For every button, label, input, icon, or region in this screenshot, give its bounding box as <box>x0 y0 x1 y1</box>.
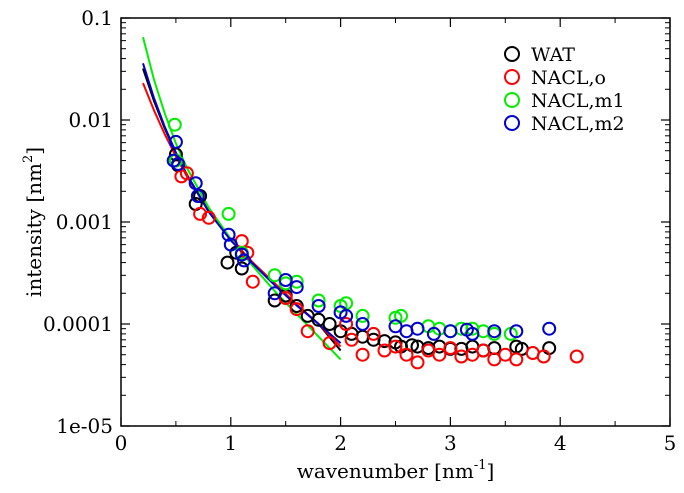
fit-line-series-3 <box>142 62 342 344</box>
x-tick-label: 1 <box>224 431 237 455</box>
point-series-1 <box>509 352 524 367</box>
x-tick-label: 3 <box>444 431 457 455</box>
y-tick-label: 0.001 <box>56 210 113 234</box>
point-series-1 <box>245 274 260 289</box>
point-series-1 <box>355 347 370 362</box>
legend-label: NACL,m1 <box>531 90 625 112</box>
legend-label: NACL,o <box>531 67 606 89</box>
point-series-1 <box>179 166 194 181</box>
point-series-0 <box>322 317 337 331</box>
y-tick-label: 0.01 <box>68 108 113 132</box>
legend-marker <box>504 46 520 62</box>
axis-ticks <box>120 17 671 427</box>
y-tick-label: 0.0001 <box>43 312 113 336</box>
point-series-1 <box>366 326 381 341</box>
point-series-1 <box>193 206 208 221</box>
x-tick-label: 2 <box>334 431 347 455</box>
point-series-1 <box>344 332 359 347</box>
point-series-1 <box>399 347 414 362</box>
y-axis-title-tail: ] <box>22 147 46 155</box>
point-series-0 <box>487 341 502 356</box>
point-series-1 <box>339 317 354 331</box>
point-series-3 <box>542 321 557 336</box>
y-axis-title: intensity [nm2] <box>21 147 46 297</box>
point-series-1 <box>432 347 447 362</box>
point-series-3 <box>223 237 238 252</box>
legend-marker <box>504 115 520 131</box>
legend-marker <box>504 69 520 85</box>
point-series-1 <box>289 302 304 317</box>
fit-line-series-2 <box>142 36 342 361</box>
x-axis-title: wavenumber [nm-1] <box>297 458 495 483</box>
point-series-3 <box>168 134 183 149</box>
point-series-3 <box>355 317 370 331</box>
x-axis-title-base: wavenumber [nm <box>297 459 474 483</box>
point-series-3 <box>487 324 502 339</box>
point-series-2 <box>167 117 182 132</box>
fit-line-series-0 <box>142 68 342 352</box>
point-series-1 <box>454 349 469 364</box>
legend-label: NACL,m2 <box>531 113 625 135</box>
legend-label: WAT <box>531 44 575 66</box>
point-series-3 <box>426 326 441 341</box>
point-series-1 <box>388 339 403 354</box>
point-series-0 <box>234 261 249 276</box>
point-series-3 <box>188 176 203 191</box>
point-series-2 <box>311 293 326 308</box>
point-series-3 <box>221 227 236 242</box>
point-series-2 <box>355 308 370 323</box>
fit-curves <box>142 36 342 361</box>
point-series-3 <box>509 324 524 339</box>
point-series-3 <box>234 247 249 262</box>
fit-line-series-1 <box>142 82 342 348</box>
x-axis-title-tail: ] <box>486 459 494 483</box>
x-tick-label: 4 <box>554 431 567 455</box>
point-series-3 <box>171 157 186 171</box>
point-series-1 <box>410 355 425 370</box>
point-series-3 <box>465 326 480 341</box>
point-series-3 <box>267 286 282 301</box>
y-tick-label: 0.1 <box>81 6 113 30</box>
point-series-3 <box>443 324 458 339</box>
point-series-2 <box>394 308 408 323</box>
point-series-1 <box>443 341 458 356</box>
point-series-1 <box>536 349 551 364</box>
x-axis-title-sup: -1 <box>474 458 487 473</box>
point-series-3 <box>311 299 326 313</box>
point-series-1 <box>569 349 584 364</box>
point-series-3 <box>190 189 205 203</box>
point-series-3 <box>410 321 425 336</box>
legend-marker <box>504 92 520 108</box>
point-series-3 <box>388 319 403 334</box>
point-series-3 <box>278 273 293 287</box>
point-series-1 <box>201 210 216 225</box>
x-tick-label: 0 <box>115 431 128 455</box>
point-series-3 <box>339 308 354 323</box>
point-series-3 <box>289 280 304 295</box>
x-tick-label: 5 <box>664 431 677 455</box>
data-points <box>166 117 584 370</box>
point-series-1 <box>300 324 315 339</box>
point-series-1 <box>322 336 337 351</box>
point-series-3 <box>237 253 251 268</box>
y-axis-title-base: intensity [nm <box>22 163 46 297</box>
point-series-2 <box>221 206 236 221</box>
y-tick-label: 1e-05 <box>56 414 113 438</box>
y-axis-title-sup: 2 <box>21 155 36 163</box>
tick-labels: 0 1 2 3 4 5 1e-05 0.0001 0.001 0.01 0.1 <box>43 6 676 455</box>
point-series-0 <box>220 255 235 270</box>
point-series-3 <box>399 324 414 339</box>
point-series-1 <box>476 343 491 358</box>
